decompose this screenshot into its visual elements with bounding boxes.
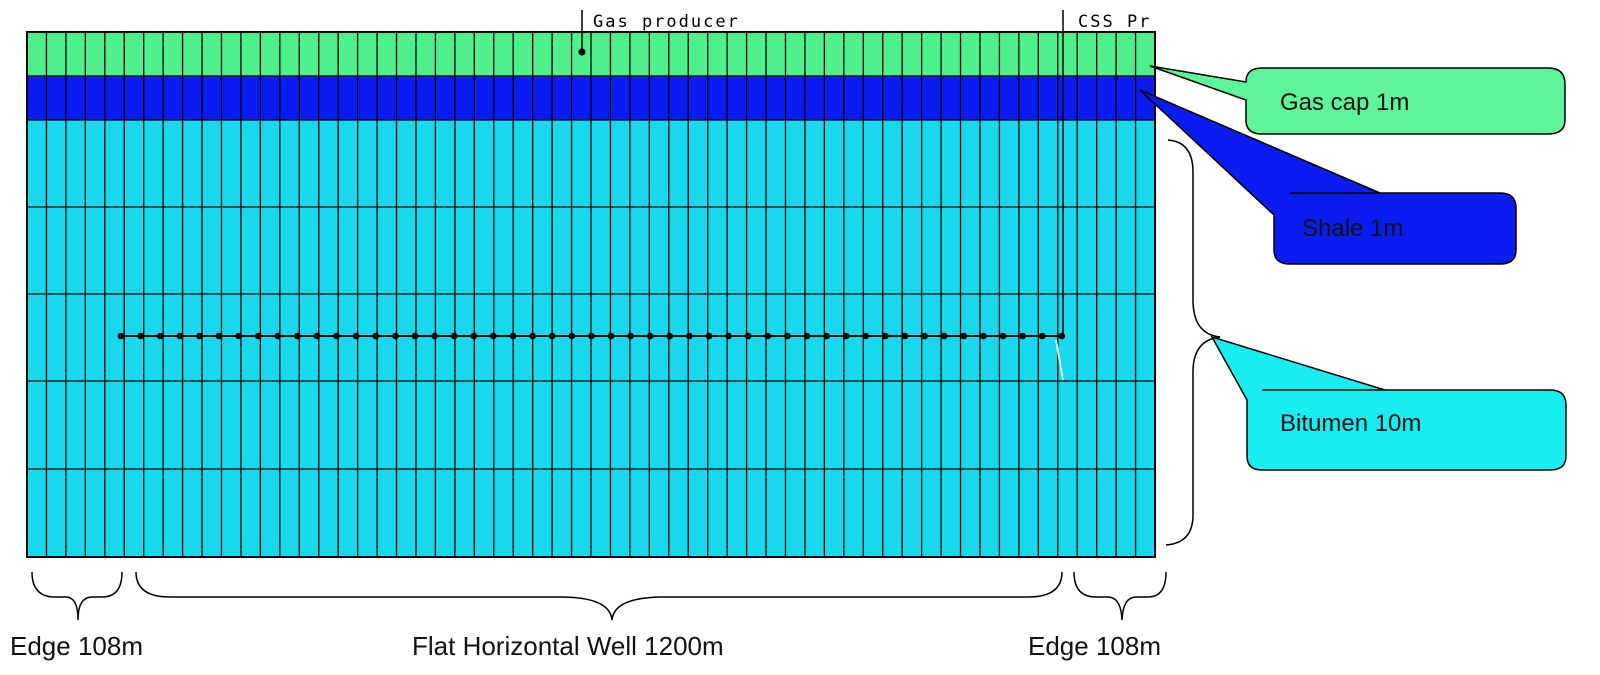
well-perforation-dot	[882, 332, 889, 340]
edge-right-label: Edge 108m	[1028, 631, 1161, 661]
well-perforation-dot	[176, 332, 184, 340]
well-perforation-dot	[254, 332, 262, 340]
well-perforation-dot	[235, 332, 242, 340]
well-perforation-dot	[548, 332, 556, 340]
well-perforation-dot	[294, 332, 301, 340]
well-perforation-dot	[568, 332, 576, 340]
well-perforation-dot	[627, 332, 634, 340]
flat-well-label: Flat Horizontal Well 1200m	[412, 631, 724, 661]
well-perforation-dot	[470, 332, 478, 340]
well-perforation-dot	[274, 332, 282, 340]
well-perforation-dot	[862, 332, 870, 340]
well-perforation-dot	[1019, 332, 1026, 340]
well-perforation-dot	[333, 332, 340, 340]
well-perforation-dot	[607, 332, 615, 340]
gas-cap-callout	[1149, 65, 1566, 135]
reservoir-grid	[27, 32, 1155, 557]
css-well-label: CSS Pr	[1078, 12, 1151, 32]
horizontal-well	[117, 332, 1066, 340]
reservoir-border	[26, 31, 1156, 558]
edge-left-label: Edge 108m	[10, 631, 143, 661]
bitumen-brace	[1165, 139, 1221, 546]
css-well	[1055, 10, 1064, 381]
well-perforation-dot	[940, 332, 948, 340]
well-perforation-dot	[1058, 332, 1066, 340]
well-perforation-dot	[450, 332, 458, 340]
well-perforation-dot	[980, 332, 987, 340]
well-perforation-dot	[646, 332, 654, 340]
well-perforation-dot	[784, 332, 791, 340]
well-perforation-dot	[999, 332, 1007, 340]
well-perforation-dot	[960, 332, 968, 340]
flat-well-brace	[135, 571, 1063, 621]
well-perforation-dot	[529, 332, 536, 340]
well-perforation-dot	[490, 332, 497, 340]
well-perforation-dot	[921, 332, 928, 340]
edge-right-brace	[1073, 571, 1167, 621]
edge-left-brace	[31, 571, 123, 621]
well-perforation-dot	[313, 332, 321, 340]
well-perforation-dot	[411, 332, 419, 340]
well-perforation-dot	[686, 332, 693, 340]
well-perforation-dot	[666, 332, 674, 340]
well-perforation-dot	[215, 332, 223, 340]
well-perforation-dot	[117, 332, 125, 340]
well-perforation-dot	[823, 332, 830, 340]
well-perforation-dot	[588, 332, 595, 340]
well-perforation-dot	[392, 332, 399, 340]
well-perforation-dot	[431, 332, 438, 340]
well-perforation-dot	[156, 332, 164, 340]
well-perforation-dot	[725, 332, 732, 340]
well-perforation-dot	[372, 332, 380, 340]
well-perforation-dot	[1038, 332, 1046, 340]
well-perforation-dot	[196, 332, 203, 340]
well-perforation-dot	[705, 332, 713, 340]
well-perforation-dot	[764, 332, 772, 340]
well-perforation-dot	[842, 332, 850, 340]
shale-label: Shale 1m	[1302, 215, 1403, 242]
well-perforation-dot	[352, 332, 360, 340]
shale-callout	[1139, 89, 1517, 265]
bitumen-label: Bitumen 10m	[1280, 410, 1421, 437]
gas-producer-label: Gas producer	[593, 12, 740, 32]
well-perforation-dot	[509, 332, 517, 340]
well-perforation-dot	[137, 332, 144, 340]
gas-cap-label: Gas cap 1m	[1280, 89, 1409, 116]
bitumen-callout	[1210, 335, 1567, 471]
well-perforation-dot	[901, 332, 909, 340]
well-perforation-dot	[744, 332, 752, 340]
well-perforation-dot	[803, 332, 811, 340]
